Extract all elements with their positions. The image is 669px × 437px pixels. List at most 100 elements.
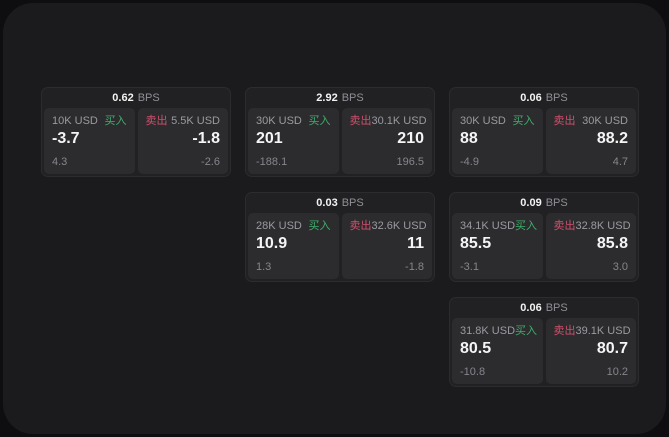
buy-delta: -3.1 (460, 260, 479, 273)
sell-quote-pane[interactable]: 卖出 32.6K USD 11 -1.8 (341, 213, 432, 279)
buy-pane-top: 34.1K USD 买入 (460, 220, 538, 232)
spread-unit: BPS (545, 301, 568, 314)
sell-delta: -1.8 (405, 260, 424, 273)
sell-pane-top: 卖出 32.6K USD (349, 220, 427, 232)
quote-card: 0.03 BPS 28K USD 买入 10.9 1.3 卖出 (245, 192, 435, 282)
spread-unit: BPS (341, 91, 364, 104)
quote-cards-grid: 0.62 BPS 10K USD 买入 -3.7 4.3 卖出 (41, 87, 639, 387)
buy-pane-top: 30K USD 买入 (460, 115, 535, 127)
sell-pane-top: 卖出 30K USD (554, 115, 629, 127)
sell-delta: 4.7 (612, 155, 628, 168)
sell-delta: 3.0 (612, 260, 628, 273)
sell-price: 88.2 (596, 130, 628, 148)
spread-value: 0.09 (520, 196, 542, 209)
buy-price: 201 (256, 130, 283, 148)
card-body: 30K USD 买入 201 -188.1 卖出 30.1K USD 210 1… (248, 108, 432, 174)
buy-side-label: 买入 (512, 115, 535, 127)
sell-notional: 39.1K USD (575, 325, 631, 337)
spread-value: 0.06 (520, 301, 542, 314)
sell-quote-pane[interactable]: 卖出 39.1K USD 80.7 10.2 (545, 318, 636, 384)
buy-pane-top: 30K USD 买入 (256, 115, 331, 127)
buy-notional: 10K USD (52, 115, 98, 127)
sell-price: -1.8 (192, 130, 220, 148)
sell-delta: 10.2 (606, 365, 628, 378)
buy-delta: -4.9 (460, 155, 479, 168)
buy-notional: 31.8K USD (460, 325, 516, 337)
buy-quote-pane[interactable]: 34.1K USD 买入 85.5 -3.1 (452, 213, 543, 279)
card-body: 30K USD 买入 88 -4.9 卖出 30K USD 88.2 4.7 (452, 108, 636, 174)
buy-price: -3.7 (52, 130, 80, 148)
quote-card: 0.06 BPS 31.8K USD 买入 80.5 -10.8 卖 (449, 297, 639, 387)
buy-quote-pane[interactable]: 30K USD 买入 201 -188.1 (248, 108, 339, 174)
spread-value: 0.06 (520, 91, 542, 104)
spread-unit: BPS (545, 196, 568, 209)
sell-side-label: 卖出 (349, 115, 372, 127)
sell-pane-top: 卖出 39.1K USD (553, 325, 631, 337)
sell-quote-pane[interactable]: 卖出 5.5K USD -1.8 -2.6 (137, 108, 228, 174)
spread-unit: BPS (545, 91, 568, 104)
buy-pane-top: 31.8K USD 买入 (460, 325, 538, 337)
quote-board-panel: 0.62 BPS 10K USD 买入 -3.7 4.3 卖出 (3, 3, 666, 434)
sell-delta: 196.5 (396, 155, 424, 168)
quote-card: 0.62 BPS 10K USD 买入 -3.7 4.3 卖出 (41, 87, 231, 177)
buy-pane-top: 28K USD 买入 (256, 220, 331, 232)
sell-price: 11 (407, 235, 424, 253)
card-spread-header: 2.92 BPS (248, 88, 432, 108)
buy-price: 88 (460, 130, 478, 148)
spread-value: 0.03 (316, 196, 338, 209)
buy-quote-pane[interactable]: 31.8K USD 买入 80.5 -10.8 (452, 318, 543, 384)
quote-card: 0.09 BPS 34.1K USD 买入 85.5 -3.1 卖出 (449, 192, 639, 282)
buy-price: 10.9 (256, 235, 288, 253)
spread-value: 2.92 (316, 91, 338, 104)
sell-pane-top: 卖出 5.5K USD (146, 115, 221, 127)
spread-unit: BPS (137, 91, 160, 104)
buy-delta: 1.3 (256, 260, 272, 273)
card-spread-header: 0.06 BPS (452, 88, 636, 108)
sell-price: 210 (397, 130, 424, 148)
sell-notional: 30K USD (582, 115, 628, 127)
sell-side-label: 卖出 (349, 220, 372, 232)
spread-unit: BPS (341, 196, 364, 209)
sell-pane-top: 卖出 30.1K USD (349, 115, 427, 127)
buy-side-label: 买入 (308, 220, 331, 232)
buy-side-label: 买入 (515, 220, 538, 232)
card-body: 28K USD 买入 10.9 1.3 卖出 32.6K USD 11 -1.8 (248, 213, 432, 279)
buy-delta: -188.1 (256, 155, 288, 168)
card-body: 10K USD 买入 -3.7 4.3 卖出 5.5K USD -1.8 -2.… (44, 108, 228, 174)
quote-card: 0.06 BPS 30K USD 买入 88 -4.9 卖出 (449, 87, 639, 177)
card-spread-header: 0.62 BPS (44, 88, 228, 108)
sell-notional: 32.8K USD (575, 220, 631, 232)
sell-notional: 5.5K USD (171, 115, 220, 127)
sell-quote-pane[interactable]: 卖出 30K USD 88.2 4.7 (545, 108, 636, 174)
spread-value: 0.62 (112, 91, 134, 104)
quote-card: 2.92 BPS 30K USD 买入 201 -188.1 卖出 (245, 87, 435, 177)
sell-quote-pane[interactable]: 卖出 32.8K USD 85.8 3.0 (545, 213, 636, 279)
sell-side-label: 卖出 (145, 115, 168, 127)
card-body: 34.1K USD 买入 85.5 -3.1 卖出 32.8K USD 85.8… (452, 213, 636, 279)
buy-side-label: 买入 (104, 115, 127, 127)
card-body: 31.8K USD 买入 80.5 -10.8 卖出 39.1K USD 80.… (452, 318, 636, 384)
buy-notional: 30K USD (256, 115, 302, 127)
buy-delta: 4.3 (52, 155, 68, 168)
sell-side-label: 卖出 (553, 325, 576, 337)
buy-price: 80.5 (460, 340, 492, 358)
sell-price: 85.8 (596, 235, 628, 253)
buy-quote-pane[interactable]: 10K USD 买入 -3.7 4.3 (44, 108, 135, 174)
buy-quote-pane[interactable]: 30K USD 买入 88 -4.9 (452, 108, 543, 174)
buy-delta: -10.8 (460, 365, 486, 378)
sell-side-label: 卖出 (553, 115, 576, 127)
buy-side-label: 买入 (515, 325, 538, 337)
sell-notional: 30.1K USD (371, 115, 427, 127)
card-spread-header: 0.03 BPS (248, 193, 432, 213)
buy-pane-top: 10K USD 买入 (52, 115, 127, 127)
buy-quote-pane[interactable]: 28K USD 买入 10.9 1.3 (248, 213, 339, 279)
sell-notional: 32.6K USD (371, 220, 427, 232)
sell-delta: -2.6 (201, 155, 220, 168)
card-spread-header: 0.06 BPS (452, 298, 636, 318)
card-spread-header: 0.09 BPS (452, 193, 636, 213)
sell-quote-pane[interactable]: 卖出 30.1K USD 210 196.5 (341, 108, 432, 174)
buy-price: 85.5 (460, 235, 492, 253)
sell-price: 80.7 (596, 340, 628, 358)
sell-side-label: 卖出 (553, 220, 576, 232)
